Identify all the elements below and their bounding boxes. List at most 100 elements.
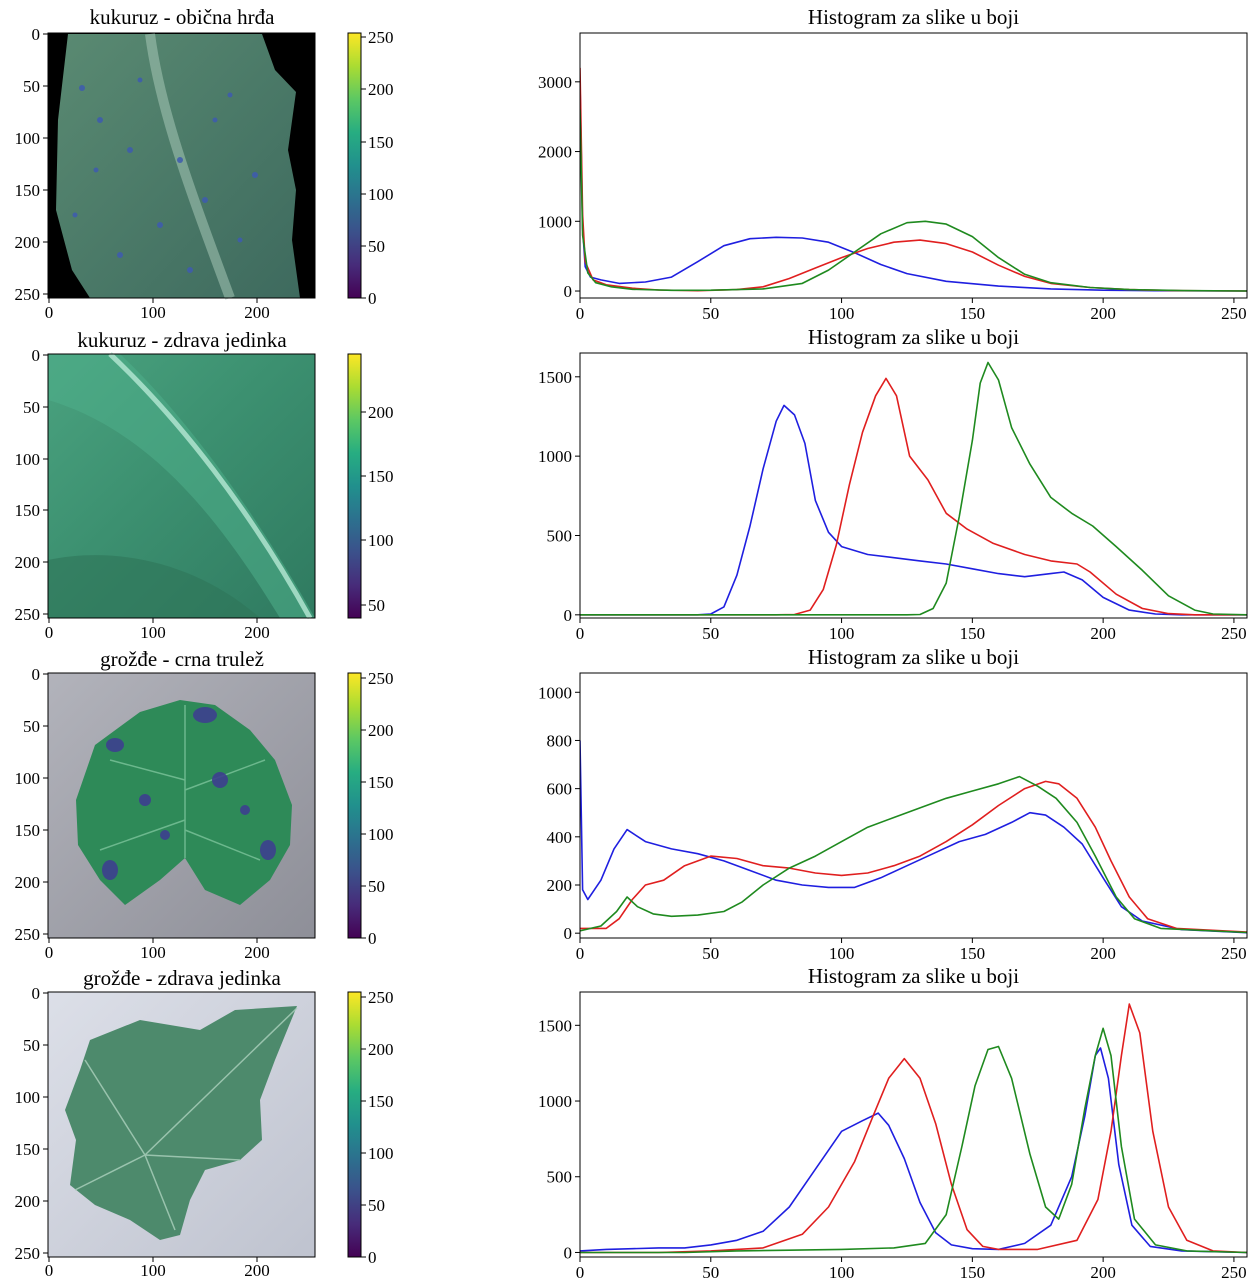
x-tick-label: 50 <box>702 1263 719 1280</box>
svg-text:50: 50 <box>368 877 385 896</box>
svg-text:100: 100 <box>140 623 166 642</box>
rust-spots <box>72 77 258 273</box>
svg-text:0: 0 <box>32 346 41 365</box>
histogram-title: Histogram za slike u boji <box>808 964 1019 988</box>
y-tick-label: 1000 <box>538 447 572 466</box>
svg-text:0: 0 <box>368 289 377 308</box>
x-tick-label: 50 <box>702 944 719 963</box>
svg-text:100: 100 <box>368 1144 394 1163</box>
y-tick-label: 1500 <box>538 1016 572 1035</box>
histogram-line-3 <box>580 1027 1247 1254</box>
y-tick-label: 500 <box>547 526 573 545</box>
colorbar-2: 50 100 150 200 <box>347 353 394 619</box>
histogram-line-1 <box>580 404 1247 616</box>
colorbar-4: 0 50 100 150 200 250 <box>347 988 394 1267</box>
svg-text:250: 250 <box>15 285 41 304</box>
y-tick-label: 1000 <box>538 683 572 702</box>
x-tick-label: 250 <box>1221 944 1247 963</box>
image-panel-3: grožđe - crna trulež 0 50 100 150 200 25… <box>15 647 316 962</box>
x-tick-label: 100 <box>829 1263 855 1280</box>
histogram-line-2 <box>580 67 1247 292</box>
svg-text:200: 200 <box>15 1192 41 1211</box>
svg-text:200: 200 <box>244 623 270 642</box>
x-tick-label: 250 <box>1221 304 1247 323</box>
x-tick-label: 200 <box>1090 624 1116 643</box>
image-title: grožđe - crna trulež <box>100 647 264 671</box>
x-tick-label: 0 <box>576 624 585 643</box>
y-tick-label: 0 <box>564 924 573 943</box>
svg-text:50: 50 <box>23 1036 40 1055</box>
image-x-axis: 0 100 200 <box>45 938 270 962</box>
image-y-axis: 0 50 100 150 200 250 <box>15 346 48 624</box>
y-tick-label: 1500 <box>538 368 572 387</box>
y-tick-label: 500 <box>547 1168 573 1187</box>
svg-text:150: 150 <box>15 1140 41 1159</box>
svg-text:200: 200 <box>244 303 270 322</box>
leaf-highlight <box>48 354 315 618</box>
leaf-vein <box>145 33 235 300</box>
image-y-axis: 0 50 100 150 200 250 <box>15 665 48 944</box>
histogram-panel-4: Histogram za slike u boji 0 50 100 150 200 250… <box>538 964 1248 1280</box>
y-tick-label: 0 <box>564 606 573 625</box>
image-title: kukuruz - zdrava jedinka <box>77 328 287 352</box>
image-frame <box>47 672 316 939</box>
histogram-line-1 <box>580 1047 1247 1254</box>
y-tick-label: 0 <box>564 282 573 301</box>
image-y-axis: 0 50 100 150 200 250 <box>15 25 48 304</box>
rot-spots <box>102 707 276 880</box>
svg-text:200: 200 <box>15 873 41 892</box>
svg-text:0: 0 <box>368 1248 377 1267</box>
y-tick-label: 2000 <box>538 143 572 162</box>
leaf-vein <box>108 352 313 620</box>
image-x-axis: 0 100 200 <box>45 1257 270 1280</box>
svg-text:100: 100 <box>15 769 41 788</box>
plot-frame <box>579 352 1248 619</box>
svg-text:150: 150 <box>368 1092 394 1111</box>
image-panel-4: grožđe - zdrava jedinka 0 50 100 150 200… <box>15 966 316 1280</box>
histogram-line-3 <box>580 361 1247 616</box>
series-group <box>580 1003 1247 1254</box>
svg-text:150: 150 <box>368 133 394 152</box>
svg-text:50: 50 <box>23 398 40 417</box>
histogram-title: Histogram za slike u boji <box>808 5 1019 29</box>
svg-text:150: 150 <box>15 501 41 520</box>
x-tick-label: 150 <box>960 1263 986 1280</box>
x-tick-label: 250 <box>1221 1263 1247 1280</box>
histogram-line-2 <box>580 1003 1247 1254</box>
svg-text:100: 100 <box>15 450 41 469</box>
svg-text:0: 0 <box>32 665 41 684</box>
y-tick-label: 400 <box>547 828 573 847</box>
svg-text:100: 100 <box>140 943 166 962</box>
histogram-line-2 <box>580 780 1247 933</box>
svg-text:150: 150 <box>15 181 41 200</box>
y-tick-label: 800 <box>547 731 573 750</box>
histogram-line-3 <box>580 775 1247 934</box>
svg-text:0: 0 <box>32 25 41 44</box>
svg-text:100: 100 <box>368 825 394 844</box>
colorbar-3: 0 50 100 150 200 250 <box>347 669 394 948</box>
x-tick-label: 150 <box>960 624 986 643</box>
plot-frame <box>579 672 1248 939</box>
image-frame <box>47 353 316 619</box>
image-x-axis: 0 100 200 <box>45 618 270 642</box>
y-tick-label: 200 <box>547 876 573 895</box>
histogram-title: Histogram za slike u boji <box>808 325 1019 349</box>
y-tick-label: 1000 <box>538 212 572 231</box>
x-tick-label: 0 <box>576 304 585 323</box>
svg-text:0: 0 <box>368 929 377 948</box>
svg-text:100: 100 <box>368 185 394 204</box>
x-tick-label: 200 <box>1090 1263 1116 1280</box>
image-frame <box>47 32 316 299</box>
svg-text:50: 50 <box>23 717 40 736</box>
x-tick-label: 200 <box>1090 944 1116 963</box>
svg-text:50: 50 <box>368 1196 385 1215</box>
y-tick-label: 3000 <box>538 73 572 92</box>
svg-text:150: 150 <box>368 467 394 486</box>
histogram-line-1 <box>580 81 1247 292</box>
image-x-axis: 0 100 200 <box>45 298 270 322</box>
svg-text:50: 50 <box>368 237 385 256</box>
svg-text:200: 200 <box>244 943 270 962</box>
svg-text:100: 100 <box>140 303 166 322</box>
x-tick-label: 250 <box>1221 624 1247 643</box>
image-panel-1: kukuruz - obična hrđa 0 50 100 150 200 2… <box>15 5 316 322</box>
